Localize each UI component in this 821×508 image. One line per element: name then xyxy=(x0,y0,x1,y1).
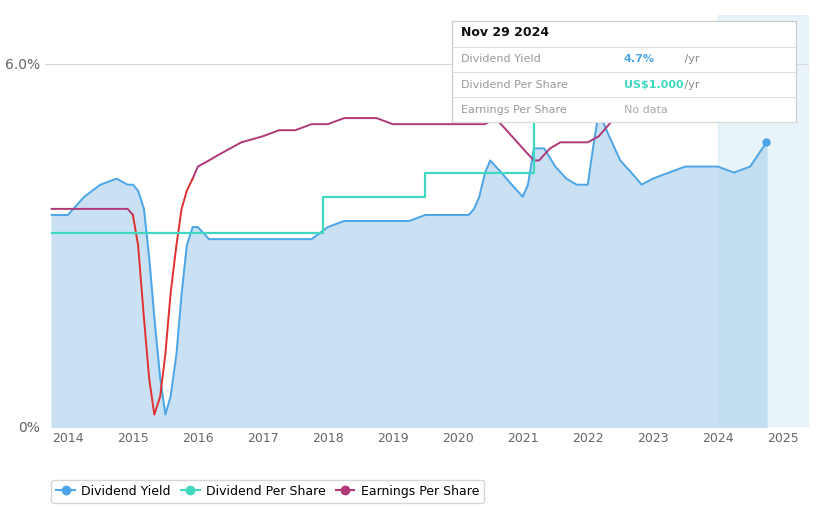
Text: No data: No data xyxy=(624,105,667,115)
Text: Dividend Per Share: Dividend Per Share xyxy=(461,80,568,89)
Text: /yr: /yr xyxy=(681,54,699,65)
Text: US$1.000: US$1.000 xyxy=(624,80,684,89)
Text: /yr: /yr xyxy=(681,80,699,89)
Text: Past: Past xyxy=(723,33,749,46)
Text: Dividend Yield: Dividend Yield xyxy=(461,54,541,65)
Text: Nov 29 2024: Nov 29 2024 xyxy=(461,26,549,39)
FancyBboxPatch shape xyxy=(452,21,796,122)
Legend: Dividend Yield, Dividend Per Share, Earnings Per Share: Dividend Yield, Dividend Per Share, Earn… xyxy=(52,480,484,503)
Bar xyxy=(718,15,809,427)
Text: 4.7%: 4.7% xyxy=(624,54,655,65)
Text: Earnings Per Share: Earnings Per Share xyxy=(461,105,567,115)
